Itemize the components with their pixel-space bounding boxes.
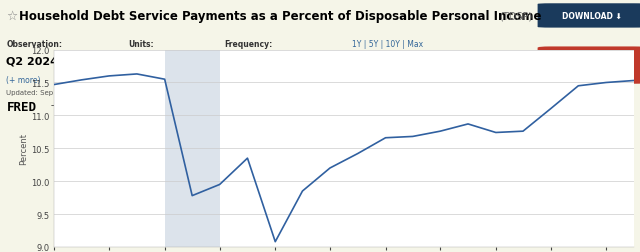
Text: Quarterly: Quarterly xyxy=(224,57,264,66)
Text: 2018-12-09: 2018-12-09 xyxy=(352,65,396,74)
Text: Observation:: Observation: xyxy=(6,40,63,49)
Text: Frequency:: Frequency: xyxy=(224,40,272,49)
Text: 1Y | 5Y | 10Y | Max: 1Y | 5Y | 10Y | Max xyxy=(352,40,423,49)
Text: to: to xyxy=(438,65,446,74)
Text: EDIT GRAPH ✎: EDIT GRAPH ✎ xyxy=(564,63,620,69)
Text: (TDSP): (TDSP) xyxy=(499,11,532,21)
Text: FRED: FRED xyxy=(6,101,36,113)
Text: Updated: Sep 26, 2024 4:12 PM CDT: Updated: Sep 26, 2024 4:12 PM CDT xyxy=(6,89,134,96)
Text: Percent,: Percent, xyxy=(128,57,163,66)
Text: Units:: Units: xyxy=(128,40,154,49)
Text: (+ more): (+ more) xyxy=(6,76,41,85)
Text: Household Debt Service Payments as a Percent of Disposable Personal Income: Household Debt Service Payments as a Per… xyxy=(19,10,541,23)
Text: ☆: ☆ xyxy=(6,10,18,23)
FancyBboxPatch shape xyxy=(538,47,640,84)
Y-axis label: Percent: Percent xyxy=(19,133,28,165)
Text: Q2 2024: 11.52794: Q2 2024: 11.52794 xyxy=(6,57,125,67)
Text: Seasonally Adjusted: Seasonally Adjusted xyxy=(128,72,213,81)
FancyBboxPatch shape xyxy=(538,4,640,28)
Bar xyxy=(164,50,220,247)
Text: DOWNLOAD ⬇: DOWNLOAD ⬇ xyxy=(562,12,622,21)
Text: 2024-04-01: 2024-04-01 xyxy=(458,65,502,74)
Text: — Household Debt Service Payments as a Percent of Disposable Personal Income: — Household Debt Service Payments as a P… xyxy=(51,101,362,109)
